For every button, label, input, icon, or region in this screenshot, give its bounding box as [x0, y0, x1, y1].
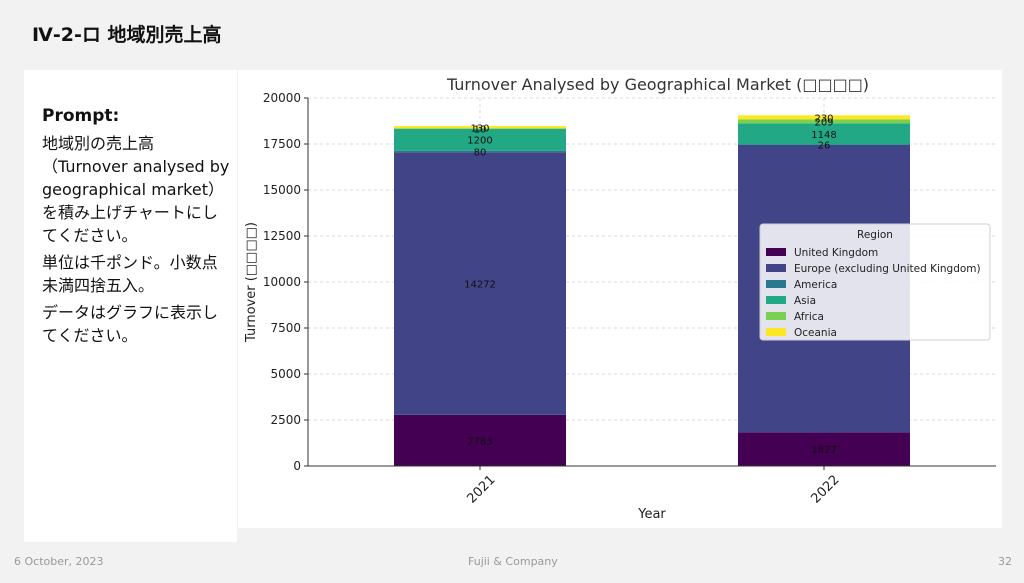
data-label: 80 — [474, 147, 487, 158]
legend-entry: Asia — [794, 295, 816, 307]
legend-swatch — [766, 312, 786, 320]
prompt-heading: Prompt: — [42, 106, 120, 126]
legend-swatch — [766, 328, 786, 336]
data-label: 14272 — [464, 279, 496, 290]
bar-segment — [394, 414, 566, 466]
y-tick-label: 5000 — [270, 367, 301, 381]
bar-segment — [738, 432, 910, 466]
legend-entry: Oceania — [794, 327, 837, 339]
bar-segment — [738, 123, 910, 145]
stacked-bar-chart: Turnover Analysed by Geographical Market… — [244, 75, 996, 522]
y-tick-label: 20000 — [263, 91, 301, 105]
footer-page-number: 32 — [998, 555, 1012, 568]
chart-title: Turnover Analysed by Geographical Market… — [446, 75, 869, 94]
prompt-body: 地域別の売上高（Turnover analysed by geographica… — [42, 132, 232, 351]
data-label: 1200 — [467, 136, 492, 147]
legend-swatch — [766, 248, 786, 256]
bar-segment — [394, 126, 566, 129]
data-label: 26 — [818, 141, 831, 152]
data-label: 2783 — [467, 436, 492, 447]
bar-segment — [394, 152, 566, 415]
bar-segment — [394, 128, 566, 151]
data-label: 209 — [814, 117, 833, 128]
data-label: 130 — [470, 123, 489, 134]
slide-title: Ⅳ-2-ロ 地域別売上高 — [32, 24, 222, 46]
data-label: 230 — [814, 113, 833, 124]
data-label: 1827 — [811, 445, 836, 456]
footer-date: 6 October, 2023 — [14, 555, 104, 568]
prompt-paragraph: データはグラフに表示してください。 — [42, 303, 219, 345]
x-axis-label: Year — [637, 507, 666, 522]
legend-swatch — [766, 264, 786, 272]
y-tick-label: 10000 — [263, 275, 301, 289]
legend-swatch — [766, 280, 786, 288]
y-tick-label: 15000 — [263, 183, 301, 197]
prompt-card: Prompt: 地域別の売上高（Turnover analysed by geo… — [24, 70, 237, 542]
y-axis-label: Turnover (□□□□) — [244, 222, 259, 343]
x-tick-label: 2021 — [465, 473, 499, 507]
y-tick-label: 12500 — [263, 229, 301, 243]
bar-segment — [394, 150, 566, 153]
footer-company: Fujii & Company — [468, 555, 558, 568]
bar-segment — [738, 119, 910, 124]
legend-entry: Africa — [794, 311, 824, 323]
y-tick-label: 17500 — [263, 137, 301, 151]
legend-entry: Europe (excluding United Kingdom) — [794, 263, 981, 275]
chart-card: Turnover Analysed by Geographical Market… — [238, 70, 1002, 528]
legend-entry: United Kingdom — [794, 247, 878, 259]
y-tick-label: 0 — [293, 459, 301, 473]
legend-swatch — [766, 296, 786, 304]
bar-segment — [738, 115, 910, 120]
y-tick-label: 7500 — [270, 321, 301, 335]
prompt-paragraph: 単位は千ポンド。小数点未満四捨五入。 — [42, 253, 218, 295]
data-label: 1148 — [811, 130, 836, 141]
legend-box — [759, 223, 991, 341]
prompt-paragraph: 地域別の売上高（Turnover analysed by geographica… — [42, 134, 230, 245]
data-label: 10 — [474, 125, 487, 136]
legend-title: Region — [857, 229, 893, 241]
x-tick-label: 2022 — [809, 473, 843, 507]
y-tick-label: 2500 — [270, 413, 301, 427]
legend-entry: America — [794, 279, 837, 291]
